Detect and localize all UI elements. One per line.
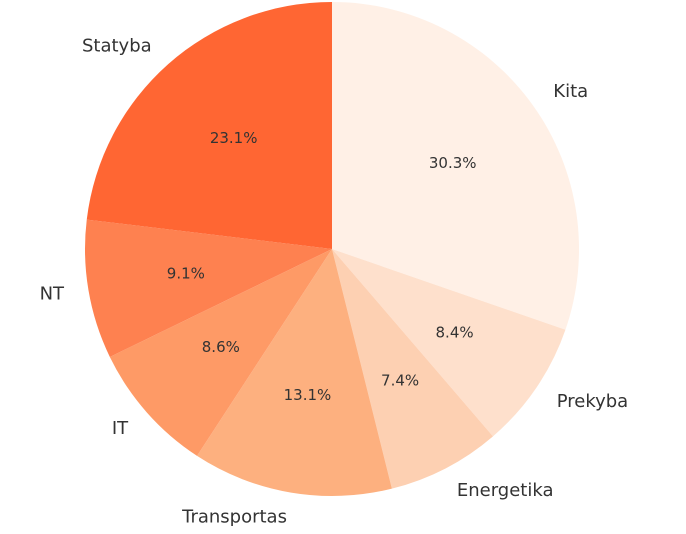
pct-label: 9.1% — [167, 265, 205, 283]
slice-label: Statyba — [82, 35, 152, 56]
pie-slice-statyba — [86, 2, 332, 249]
slice-label: IT — [112, 418, 129, 439]
pct-label: 8.4% — [436, 323, 474, 341]
pct-label: 30.3% — [429, 154, 477, 172]
pct-label: 13.1% — [284, 386, 332, 404]
slice-label: Transportas — [181, 506, 287, 527]
slice-label: Prekyba — [557, 391, 629, 412]
pie-slice-kita — [332, 2, 579, 330]
pie-slice-prekyba — [332, 249, 566, 437]
pie-slice-nt — [84, 219, 332, 357]
pct-label: 7.4% — [381, 372, 419, 390]
pie-slice-energetika — [332, 249, 494, 489]
pie-slice-it — [109, 249, 333, 456]
slice-label: NT — [40, 284, 65, 305]
pct-label: 8.6% — [202, 338, 240, 356]
pct-label: 23.1% — [210, 129, 258, 147]
slice-label: Kita — [553, 81, 588, 102]
slice-label: Energetika — [457, 480, 554, 501]
pie-slice-transportas — [197, 249, 392, 496]
